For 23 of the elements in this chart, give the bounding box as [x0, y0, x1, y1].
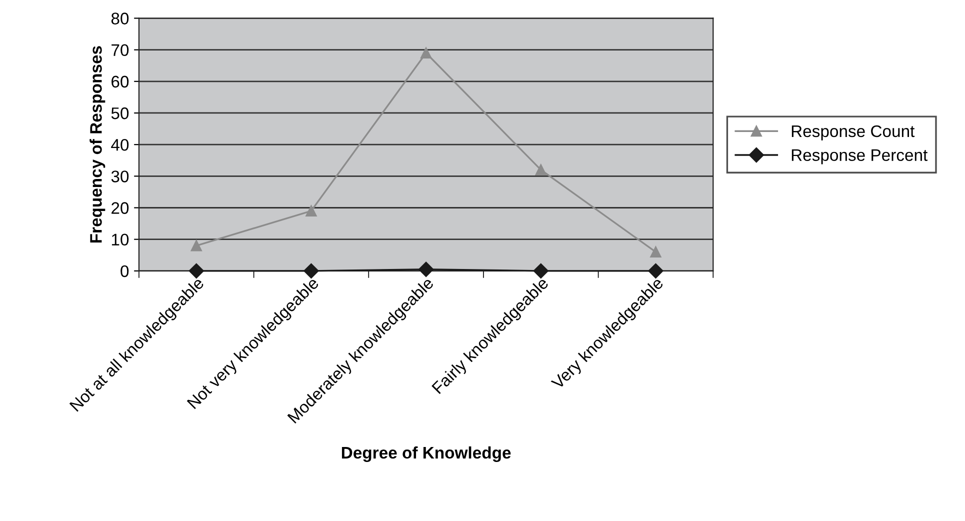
point [418, 262, 434, 277]
y-tick-label: 20 [112, 202, 129, 214]
point [650, 246, 662, 258]
point [648, 263, 664, 278]
y-tick-label: 60 [112, 76, 129, 88]
point [190, 240, 202, 252]
y-tick-label: 50 [111, 107, 129, 120]
point [420, 47, 432, 59]
x-axis-title: Degree of Knowledge [342, 446, 511, 462]
legend-label: Response Count [792, 125, 915, 140]
point [304, 263, 319, 278]
y-tick-label: 0 [120, 265, 129, 278]
y-tick-label: 80 [111, 12, 129, 24]
point [306, 205, 317, 216]
y-tick-label: 10 [112, 234, 129, 246]
point [188, 263, 204, 278]
y-tick-label: 30 [111, 170, 129, 182]
y-tick-label: 70 [112, 44, 129, 56]
point [533, 263, 548, 278]
y-axis-title: Frequency of Responses [90, 46, 106, 243]
legend-label: Response Percent [792, 149, 928, 164]
y-tick-label: 40 [111, 138, 129, 151]
point [535, 164, 546, 176]
